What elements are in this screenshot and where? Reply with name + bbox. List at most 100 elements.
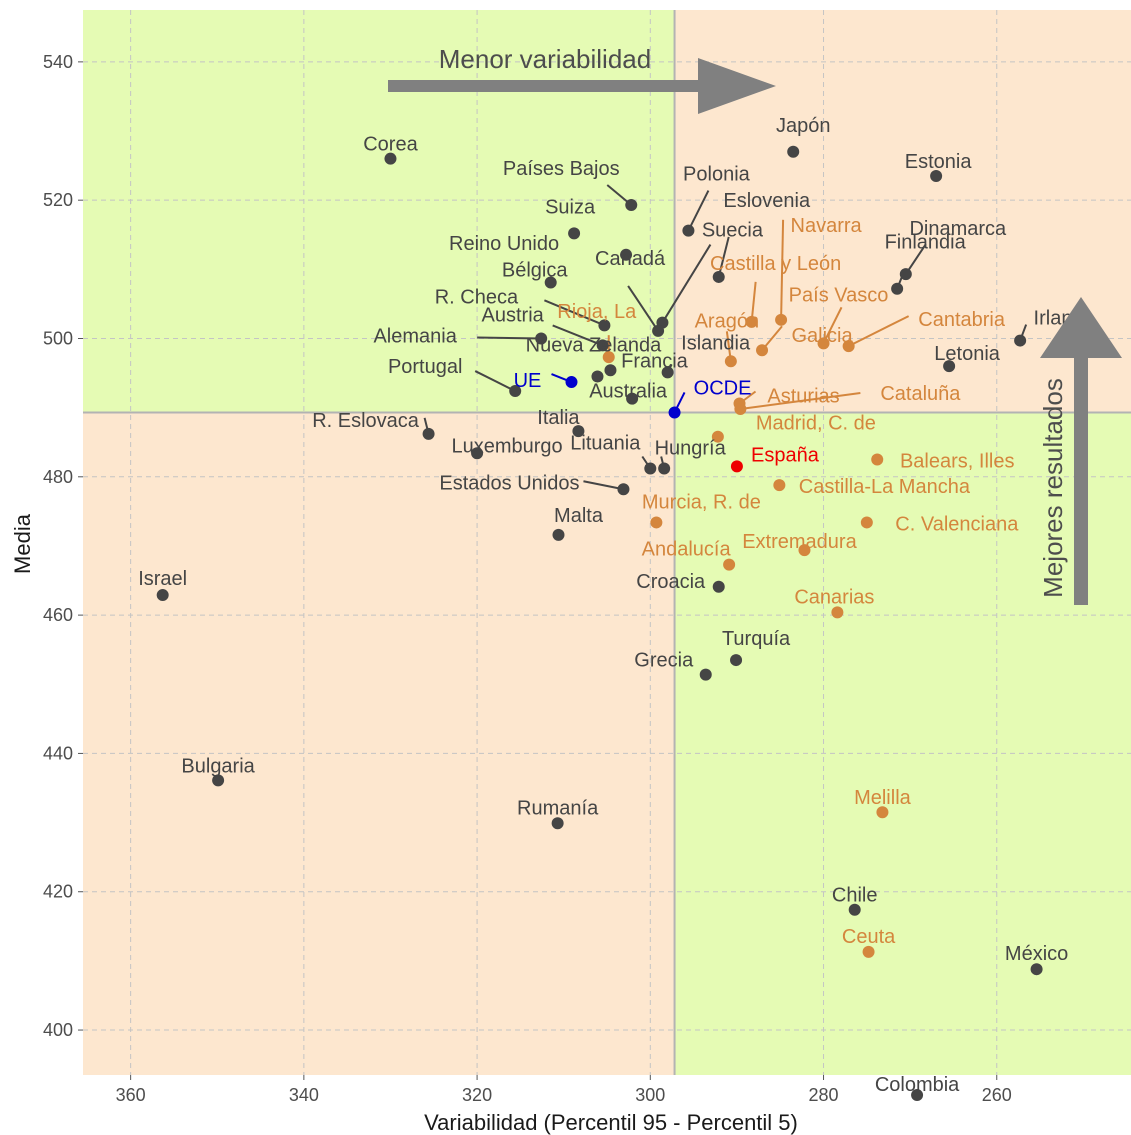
label-malta: Malta [554, 505, 604, 527]
label-leader-lines [423, 184, 1028, 491]
point-labels: Corea Japón Estonia Países Bajos Polonia Suiz… [138, 115, 1095, 1096]
label-italia: Italia [537, 407, 580, 429]
label-aragon: Aragón [695, 310, 760, 332]
y-tick-label: 500 [43, 328, 73, 348]
label-islandia: Islandia [681, 332, 751, 354]
y-tick-label: 520 [43, 190, 73, 210]
label-polonia: Polonia [683, 164, 751, 186]
point-estonia [930, 169, 943, 182]
point-aragon [724, 355, 737, 368]
point-navarra [775, 313, 788, 326]
label-canada: Canadá [595, 248, 666, 270]
label-estonia: Estonia [905, 151, 973, 173]
y-tick-label: 480 [43, 467, 73, 487]
point-australia [626, 392, 639, 405]
point-finlandia [891, 282, 904, 295]
annotation-menor-variabilidad: Menor variabilidad [439, 44, 651, 74]
point-canada [620, 248, 633, 261]
label-ocde: OCDE [694, 377, 752, 399]
leader-r-checa [544, 299, 605, 327]
label-bulgaria: Bulgaria [181, 755, 255, 777]
point-colombia [911, 1089, 924, 1102]
label-extremadura: Extremadura [742, 531, 857, 553]
point-murcia-r-de [650, 516, 663, 529]
label-israel: Israel [138, 568, 187, 590]
point-ue [565, 376, 578, 389]
point-lituania [644, 462, 657, 475]
label-francia: Francia [621, 350, 689, 372]
leader-estados-unidos [583, 480, 624, 491]
leader-alemania [477, 336, 542, 340]
point-cantabria [842, 340, 855, 353]
point-extremadura [798, 544, 811, 557]
point-italia [572, 425, 585, 438]
leader-cantabria [848, 315, 910, 347]
point-grecia [699, 668, 712, 681]
label-dinamarca: Dinamarca [909, 218, 1007, 240]
point-nueva-zelanda [591, 370, 604, 383]
y-tick-label: 400 [43, 1020, 73, 1040]
label-ue: UE [514, 370, 542, 392]
point-suiza [568, 227, 581, 240]
leader-castilla-y-leon [750, 281, 757, 322]
point-luxemburgo [471, 447, 484, 460]
label-castilla-la-mancha: Castilla-La Mancha [799, 476, 971, 498]
label-colombia: Colombia [875, 1074, 960, 1096]
label-c-valenciana: C. Valenciana [895, 513, 1019, 535]
x-tick-label: 260 [982, 1085, 1012, 1105]
label-turquia: Turquía [722, 628, 791, 650]
label-grecia: Grecia [634, 650, 694, 672]
point-r-eslovaca [422, 427, 435, 440]
point-hungria [658, 462, 671, 475]
point-turquia [730, 654, 743, 667]
point-reino-unido [652, 324, 665, 337]
label-galicia: Galicia [791, 325, 853, 347]
label-austria: Austria [482, 304, 545, 326]
point-ocde [668, 406, 681, 419]
leader-reino-unido [627, 285, 659, 332]
arrow-mejores-resultados: Mejores resultados [1038, 297, 1122, 605]
point-croacia [712, 580, 725, 593]
label-balears-illes: Balears, Illes [900, 451, 1015, 473]
point-corea [384, 152, 397, 165]
point-madrid-c-de [711, 430, 724, 443]
point-eslovenia [712, 270, 725, 283]
x-axis-title: Variabilidad (Percentil 95 - Percentil 5… [424, 1110, 798, 1135]
label-castilla-y-leon: Castilla y León [710, 253, 841, 275]
point-castilla-la-mancha [773, 479, 786, 492]
label-cataluna: Cataluña [880, 383, 961, 405]
label-nueva-zelanda: Nueva Zelanda [526, 335, 663, 357]
label-suiza: Suiza [545, 196, 596, 218]
point-paises-bajos [625, 199, 638, 212]
x-tick-label: 360 [116, 1085, 146, 1105]
point-japon [787, 145, 800, 158]
leader-navarra [780, 219, 785, 320]
label-hungria: Hungría [655, 438, 727, 460]
y-tick-label: 440 [43, 743, 73, 763]
y-axis-title: Media [10, 513, 35, 574]
label-rioja-la: Rioja, La [557, 301, 637, 323]
label-mexico: México [1005, 943, 1068, 965]
reference-lines [83, 10, 1131, 1075]
label-estados-unidos: Estados Unidos [439, 472, 579, 494]
point-belgica [544, 276, 557, 289]
label-melilla: Melilla [854, 787, 912, 809]
label-paises-bajos: Países Bajos [503, 158, 620, 180]
leader-pais-vasco [822, 306, 843, 344]
label-lituania: Lituania [570, 433, 641, 455]
point-francia [604, 364, 617, 377]
point-rumania [551, 817, 564, 830]
point-austria [596, 339, 609, 352]
point-malta [552, 528, 565, 541]
label-cantabria: Cantabria [918, 309, 1006, 331]
leader-cataluna [740, 392, 861, 411]
x-tick-label: 280 [809, 1085, 839, 1105]
point-islandia [661, 366, 674, 379]
leader-austria [552, 324, 604, 347]
point-canarias [831, 606, 844, 619]
y-tick-label: 420 [43, 882, 73, 902]
label-australia: Australia [589, 381, 668, 403]
annotation-mejores-resultados: Mejores resultados [1038, 378, 1068, 598]
x-tick-label: 300 [635, 1085, 665, 1105]
